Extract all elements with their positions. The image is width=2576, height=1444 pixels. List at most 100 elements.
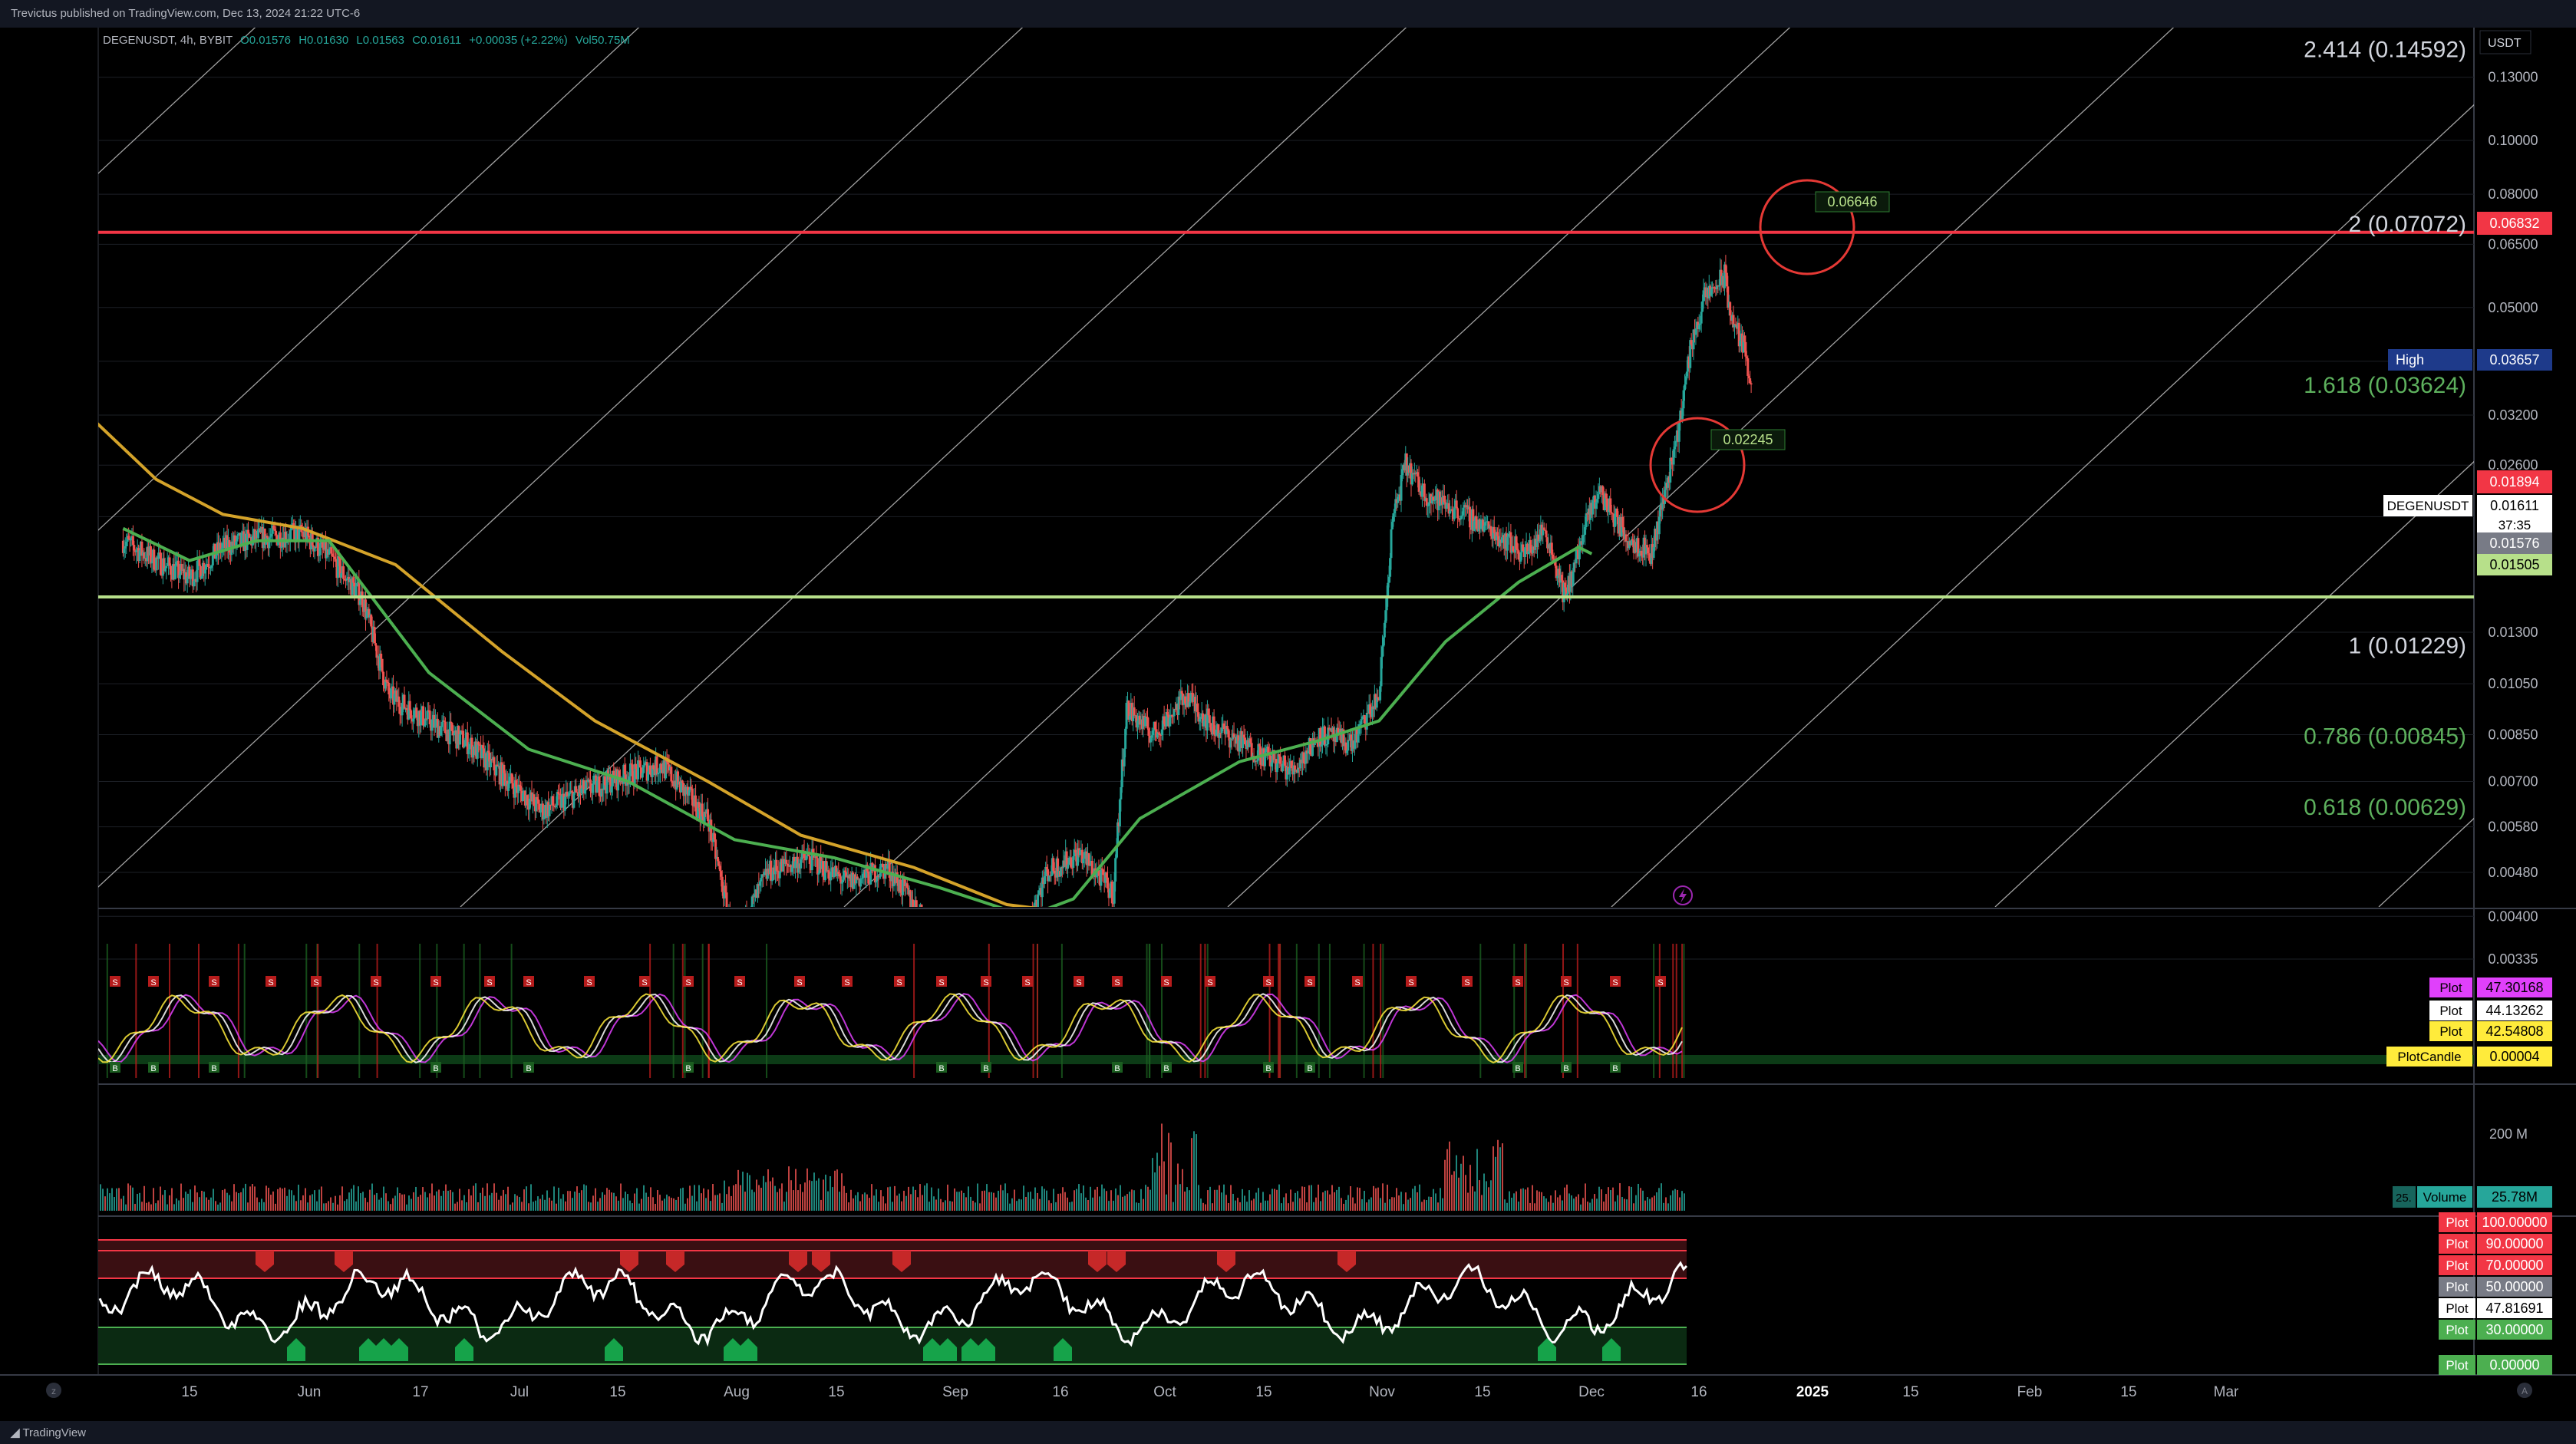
volume-bar <box>1518 1202 1519 1211</box>
volume-bar <box>1069 1202 1070 1211</box>
volume-bar <box>871 1184 872 1211</box>
candle-body <box>1080 849 1084 864</box>
candle-body <box>463 746 466 748</box>
volume-bar <box>111 1188 113 1211</box>
volume-bar <box>1481 1195 1483 1211</box>
candle-body <box>311 532 314 546</box>
volume-bar <box>1548 1202 1549 1211</box>
volume-bar <box>298 1185 299 1211</box>
volume-bar <box>259 1202 260 1211</box>
volume-bar <box>1472 1186 1473 1211</box>
candle-body <box>575 786 578 793</box>
candle-body <box>1275 763 1278 773</box>
volume-bar <box>1315 1197 1317 1211</box>
rsi-overbought-marker <box>1107 1251 1126 1272</box>
candle-body <box>358 581 361 605</box>
volume-bar <box>1665 1197 1667 1211</box>
candle-body <box>1492 526 1496 533</box>
volume-bar <box>659 1195 661 1211</box>
candle-body <box>934 921 936 931</box>
candle-body <box>1037 890 1041 895</box>
volume-bar <box>1014 1189 1015 1211</box>
svg-text:0.01576: 0.01576 <box>2489 536 2539 551</box>
volume-bar <box>751 1189 753 1211</box>
chart-canvas[interactable]: 2.414 (0.14592)2 (0.07072)1.618 (0.03624… <box>0 28 2576 1421</box>
candle-body <box>591 784 594 793</box>
candle-body <box>655 756 658 775</box>
candle-body <box>1225 726 1229 730</box>
volume-bar <box>316 1201 318 1211</box>
volume-bar <box>1230 1185 1232 1211</box>
volume-bar <box>1453 1171 1455 1211</box>
volume-bar <box>1136 1202 1137 1211</box>
candle-body <box>539 809 543 813</box>
volume-bar <box>749 1175 750 1211</box>
candle-body <box>519 786 523 791</box>
timezone-icon[interactable]: z <box>46 1383 61 1398</box>
candle-body <box>1067 857 1070 865</box>
volume-bar <box>443 1190 444 1211</box>
volume-bar <box>816 1180 817 1211</box>
mid-circle-annotation[interactable]: 0.02245 <box>1649 417 1786 513</box>
candle-body <box>407 701 411 720</box>
candle-body <box>937 938 939 940</box>
volume-bar <box>1541 1192 1542 1211</box>
candle-body <box>510 773 513 783</box>
candle-body <box>493 757 496 771</box>
candle-body <box>1572 572 1575 587</box>
volume-bar <box>109 1193 110 1211</box>
candle-body <box>1206 708 1209 731</box>
candle-body <box>1114 858 1117 882</box>
candle-body <box>1087 852 1090 866</box>
volume-bar <box>1159 1165 1160 1211</box>
volume-bar <box>401 1194 403 1211</box>
volume-bar <box>1322 1192 1324 1211</box>
candle-body <box>825 860 828 872</box>
volume-bar <box>445 1184 447 1211</box>
volume-bar <box>408 1195 410 1211</box>
candle-body <box>786 863 789 866</box>
volume-bar <box>1361 1198 1363 1211</box>
candle-body <box>1202 720 1206 727</box>
volume-bar <box>783 1202 785 1211</box>
volume-bar <box>1603 1202 1605 1211</box>
currency-badge[interactable]: USDT <box>2479 30 2531 54</box>
channel-line <box>1227 28 2175 907</box>
candle-body <box>878 876 881 878</box>
candle-body <box>737 924 740 925</box>
volume-bar <box>691 1195 693 1211</box>
time-axis[interactable]: 15 Jun 17 Jul 15 Aug 15 Sep 16 Oct 15 Nov 15 Dec 16 202… <box>181 1384 2239 1400</box>
top-circle-annotation[interactable]: 0.06646 <box>1759 179 1890 275</box>
candle-body <box>956 944 958 954</box>
candle-body <box>1220 727 1223 734</box>
candle-body <box>1073 849 1076 856</box>
volume-bar <box>270 1195 272 1211</box>
scale-icon[interactable]: A <box>2517 1383 2532 1398</box>
red-price-badge: 0.01894 <box>2477 470 2552 493</box>
candle-body <box>954 935 956 953</box>
candle-body <box>1739 340 1742 347</box>
lightning-icon[interactable] <box>1673 885 1693 905</box>
volume-bar <box>463 1195 465 1211</box>
candle-body <box>343 579 346 581</box>
volume-bar <box>1400 1192 1402 1211</box>
candle-body <box>163 568 167 572</box>
candle-body <box>931 925 933 938</box>
channel-line <box>460 28 1407 907</box>
candle-body <box>922 921 925 930</box>
candle-body <box>450 721 453 724</box>
time-axis-label: Feb <box>2017 1384 2043 1400</box>
volume-bar <box>781 1183 783 1211</box>
candle-body <box>316 537 319 556</box>
candle-body <box>1019 932 1021 951</box>
volume-bar <box>1278 1184 1280 1211</box>
rsi-oversold-marker <box>977 1338 995 1361</box>
volume-bar <box>1221 1192 1222 1211</box>
candle-body <box>1591 500 1595 515</box>
candle-body <box>1605 493 1608 499</box>
candle-body <box>1163 716 1166 724</box>
candle-body <box>967 943 969 956</box>
volume-bar <box>1145 1185 1146 1211</box>
volume-bar <box>376 1192 378 1211</box>
candle-body <box>1033 902 1036 907</box>
